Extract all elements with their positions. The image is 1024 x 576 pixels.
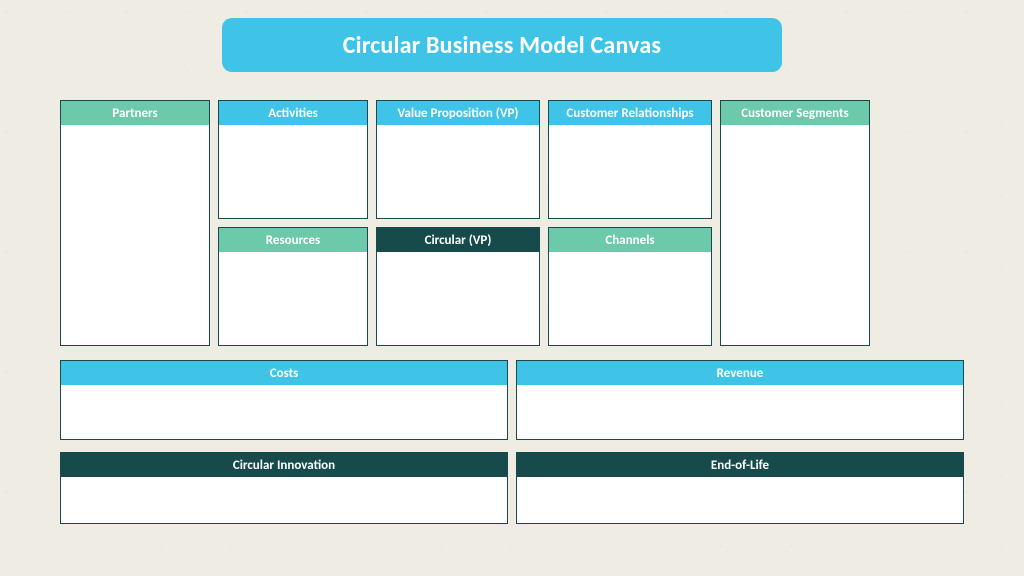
box-header-circular-innovation: Circular Innovation bbox=[61, 453, 507, 477]
box-body-value-proposition bbox=[377, 125, 539, 217]
box-body-partners bbox=[61, 125, 209, 344]
box-body-activities bbox=[219, 125, 367, 217]
box-header-customer-relationships: Customer Relationships bbox=[549, 101, 711, 125]
box-body-resources bbox=[219, 252, 367, 344]
canvas-title-wrap: Circular Business Model Canvas bbox=[222, 18, 782, 72]
canvas-title: Circular Business Model Canvas bbox=[343, 31, 661, 60]
box-header-channels: Channels bbox=[549, 228, 711, 252]
box-header-resources: Resources bbox=[219, 228, 367, 252]
box-body-customer-relationships bbox=[549, 125, 711, 217]
box-header-revenue: Revenue bbox=[517, 361, 963, 385]
title-bar: Circular Business Model Canvas bbox=[222, 18, 782, 72]
canvas-box-resources: Resources bbox=[218, 227, 368, 346]
canvas-box-partners: Partners bbox=[60, 100, 210, 346]
canvas-box-customer-relationships: Customer Relationships bbox=[548, 100, 712, 219]
canvas-box-revenue: Revenue bbox=[516, 360, 964, 440]
box-body-channels bbox=[549, 252, 711, 344]
canvas-box-channels: Channels bbox=[548, 227, 712, 346]
box-header-activities: Activities bbox=[219, 101, 367, 125]
canvas-box-customer-segments: Customer Segments bbox=[720, 100, 870, 346]
box-header-end-of-life: End-of-Life bbox=[517, 453, 963, 477]
box-header-partners: Partners bbox=[61, 101, 209, 125]
box-body-end-of-life bbox=[517, 477, 963, 522]
box-body-customer-segments bbox=[721, 125, 869, 344]
canvas-box-circular-innovation: Circular Innovation bbox=[60, 452, 508, 524]
box-body-costs bbox=[61, 385, 507, 438]
canvas-box-costs: Costs bbox=[60, 360, 508, 440]
box-header-costs: Costs bbox=[61, 361, 507, 385]
box-header-customer-segments: Customer Segments bbox=[721, 101, 869, 125]
box-header-circular-vp: Circular (VP) bbox=[377, 228, 539, 252]
box-body-circular-innovation bbox=[61, 477, 507, 522]
canvas-box-end-of-life: End-of-Life bbox=[516, 452, 964, 524]
box-body-circular-vp bbox=[377, 252, 539, 344]
canvas-box-activities: Activities bbox=[218, 100, 368, 219]
box-body-revenue bbox=[517, 385, 963, 438]
canvas-box-value-proposition: Value Proposition (VP) bbox=[376, 100, 540, 219]
canvas-box-circular-vp: Circular (VP) bbox=[376, 227, 540, 346]
box-header-value-proposition: Value Proposition (VP) bbox=[377, 101, 539, 125]
